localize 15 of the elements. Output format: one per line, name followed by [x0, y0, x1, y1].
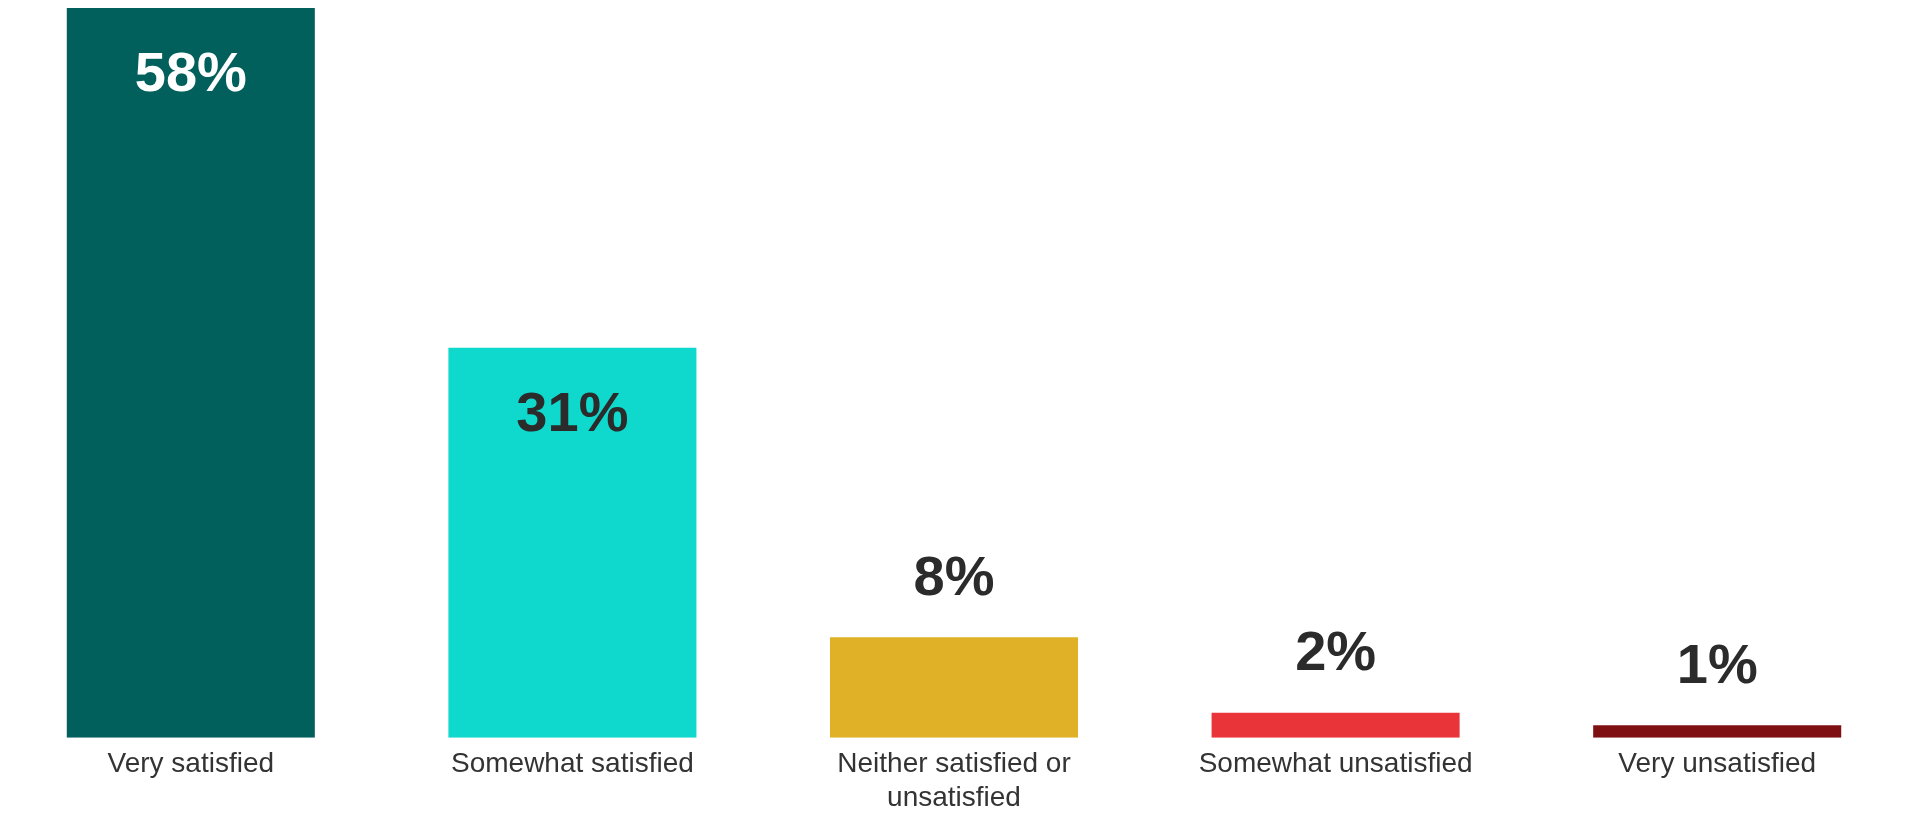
data-label: 31% [516, 380, 629, 444]
data-label: 1% [1676, 631, 1758, 695]
bar [829, 637, 1079, 738]
bar [66, 8, 315, 738]
data-label: 2% [1295, 619, 1377, 683]
x-tick-label: Somewhat unsatisfied [1198, 747, 1473, 779]
data-label: 58% [134, 40, 247, 104]
bar [1593, 725, 1842, 738]
x-tick-label: Very satisfied [107, 747, 275, 779]
x-tick-label: Somewhat satisfied [451, 747, 694, 779]
bar [448, 347, 697, 738]
x-tick-label: Very unsatisfied [1618, 747, 1817, 779]
x-tick-label: Neither satisfied or unsatisfied [837, 747, 1071, 812]
data-label: 8% [913, 543, 995, 607]
bar [1211, 712, 1460, 738]
